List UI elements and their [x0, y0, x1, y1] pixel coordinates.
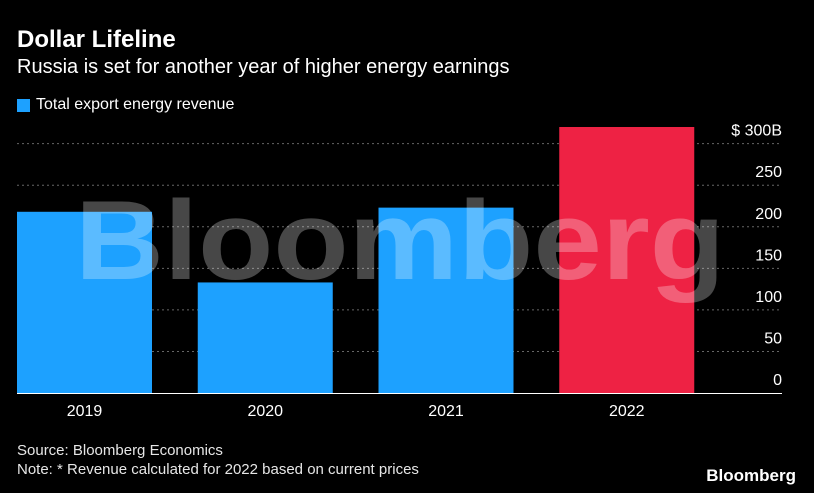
legend-label: Total export energy revenue	[36, 96, 235, 113]
y-tick-label: 150	[755, 247, 782, 264]
chart-subtitle: Russia is set for another year of higher…	[17, 56, 510, 78]
watermark-logo: Bloomberg	[75, 178, 725, 303]
y-tick-label: 0	[773, 372, 782, 389]
brand-logo: Bloomberg	[706, 466, 796, 485]
x-tick-label: 2019	[67, 403, 103, 420]
chart-title: Dollar Lifeline	[17, 26, 176, 53]
x-tick-label: 2022	[609, 403, 645, 420]
legend-swatch	[17, 98, 30, 112]
bar-2020	[197, 282, 333, 393]
legend: Total export energy revenue	[17, 96, 234, 114]
y-tick-label: 250	[755, 164, 782, 181]
y-tick-label: 50	[764, 330, 782, 347]
bar-2021	[378, 207, 514, 393]
y-tick-label: 100	[755, 289, 782, 306]
x-tick-label: 2021	[428, 403, 464, 420]
x-tick-label: 2020	[247, 403, 283, 420]
y-tick-label: 200	[755, 206, 782, 223]
note-text: Note: * Revenue calculated for 2022 base…	[17, 461, 419, 478]
source-text: Source: Bloomberg Economics	[17, 442, 223, 459]
bar-2022	[559, 127, 695, 393]
y-tick-label: $ 300B	[731, 123, 782, 140]
bar-2019	[17, 211, 152, 393]
